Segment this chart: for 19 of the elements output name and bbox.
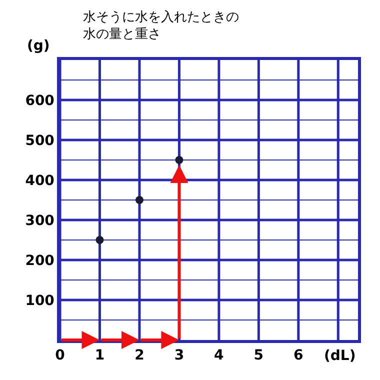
x-tick-label: 3	[174, 348, 184, 364]
y-tick-label: 100	[25, 292, 55, 309]
y-tick-label: 200	[25, 252, 55, 269]
y-axis-title: (g)	[27, 38, 50, 54]
point	[175, 156, 184, 164]
x-tick-label: 0	[55, 348, 66, 364]
x-tick-label: 4	[214, 348, 224, 364]
x-axis-title: (dL)	[324, 348, 356, 364]
point	[135, 196, 144, 204]
chart-title: 水そうに水を入れたときの水の量と重さ	[83, 10, 239, 42]
x-tick-label: 2	[134, 348, 144, 364]
y-tick-label: 500	[25, 132, 55, 149]
y-tick-label: 300	[25, 212, 55, 229]
point	[96, 236, 104, 244]
x-tick-label: 5	[254, 348, 264, 364]
y-tick-label: 600	[25, 92, 55, 109]
x-tick-label: 6	[294, 348, 304, 364]
x-tick-label: 1	[94, 348, 105, 364]
y-tick-label: 400	[25, 172, 55, 189]
